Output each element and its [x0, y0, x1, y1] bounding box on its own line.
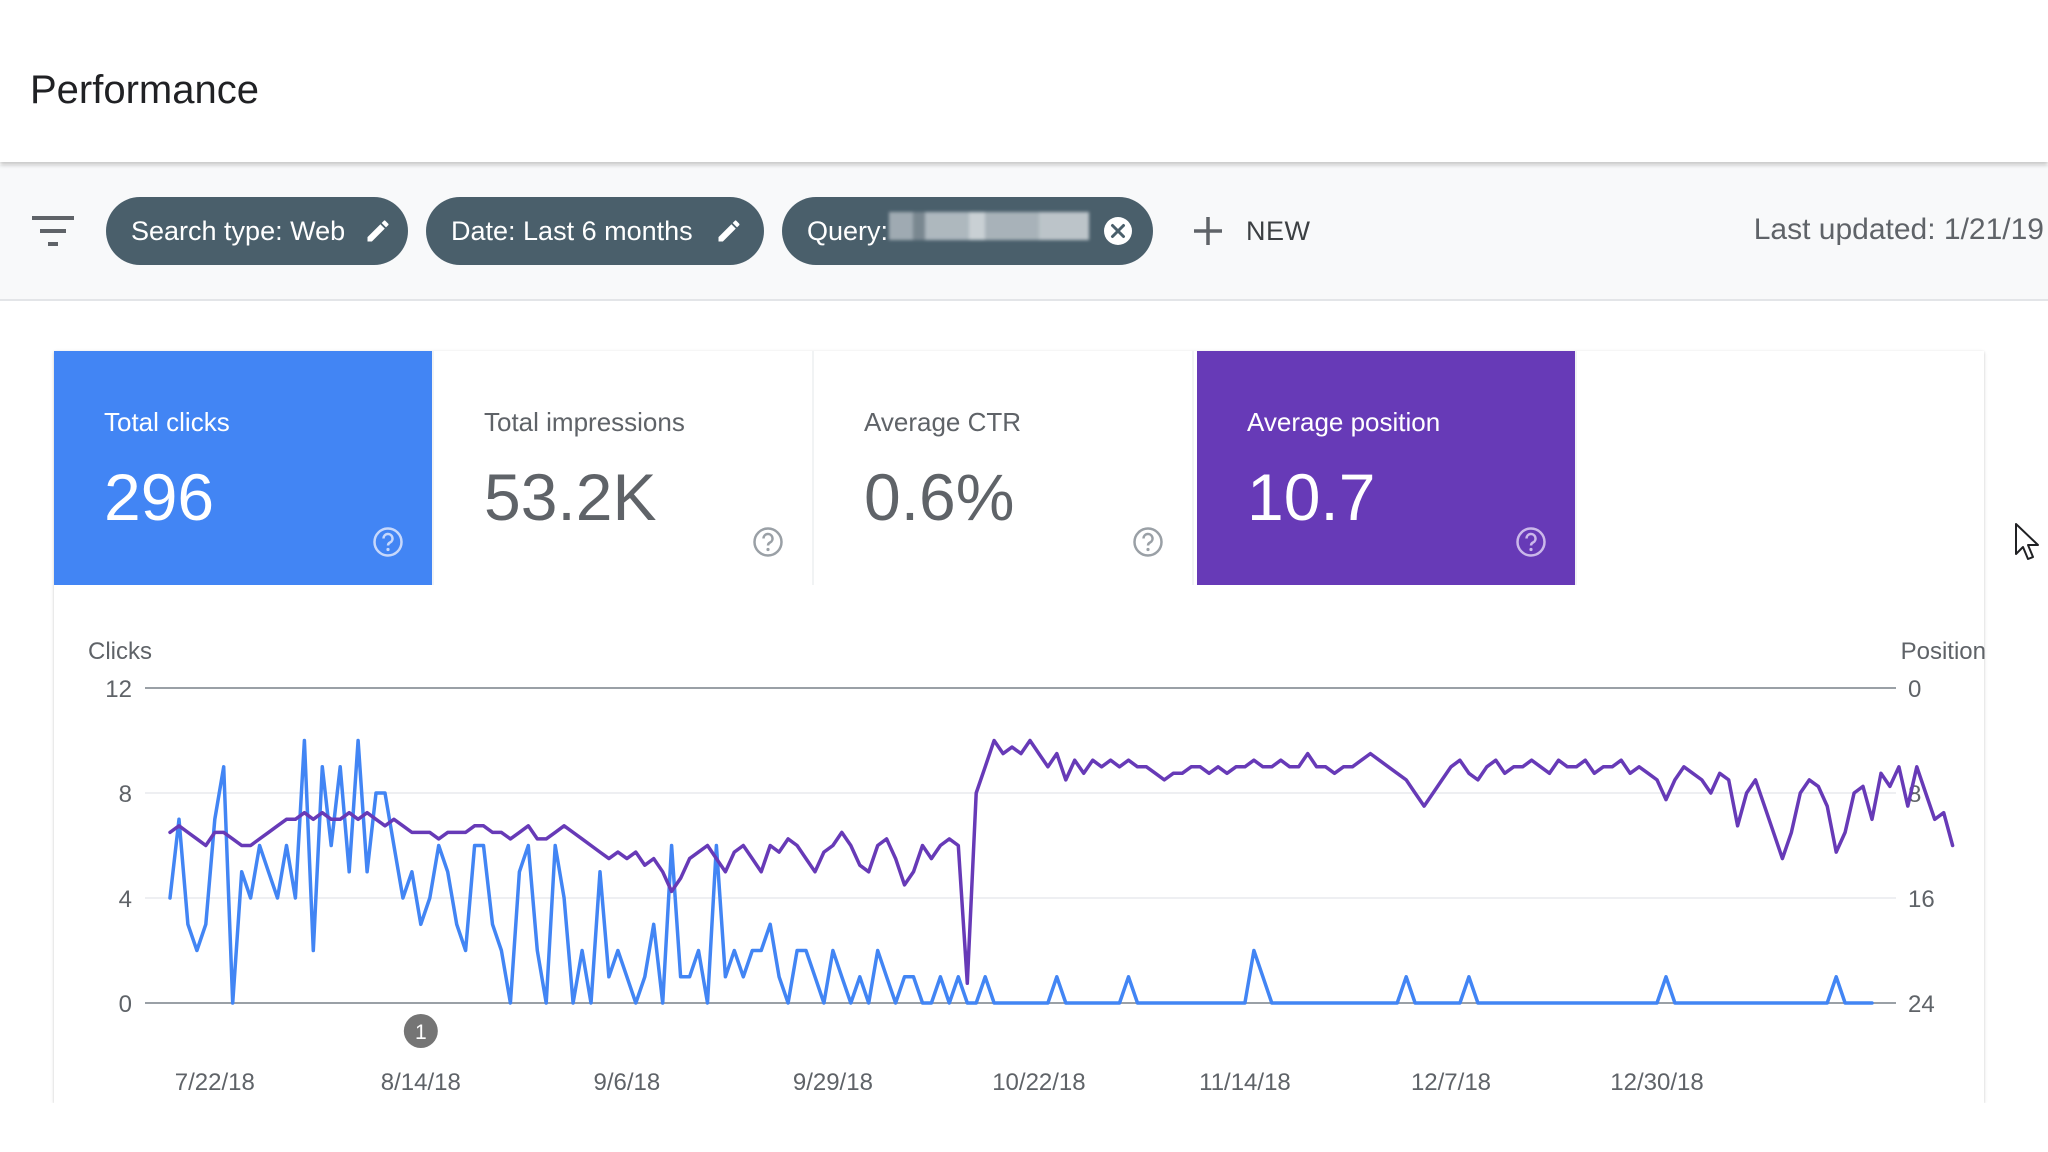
- chip-query-label: Query:: [807, 215, 889, 246]
- help-icon[interactable]: [752, 526, 784, 558]
- x-tick-label: 9/6/18: [593, 1069, 660, 1096]
- metric-average-ctr[interactable]: Average CTR 0.6%: [814, 351, 1194, 585]
- new-filter-label: NEW: [1246, 215, 1311, 246]
- page-title: Performance: [30, 68, 259, 112]
- help-icon[interactable]: [1132, 526, 1164, 558]
- right-tick-label: 0: [1908, 676, 1921, 703]
- annotation-marker: [403, 1014, 438, 1048]
- left-tick-label: 8: [119, 781, 132, 808]
- chip-date[interactable]: Date: Last 6 months: [426, 197, 764, 265]
- metric-label: Total clicks: [104, 407, 230, 437]
- help-icon[interactable]: [372, 526, 404, 558]
- metric-value: 296: [104, 460, 215, 534]
- series-line-position: [168, 738, 1955, 986]
- help-icon[interactable]: [1515, 526, 1547, 558]
- metric-value: 0.6%: [864, 460, 1015, 534]
- metric-value: 53.2K: [484, 460, 657, 534]
- query-value-redacted: [889, 212, 1089, 240]
- page-bottom-gutter: [0, 1103, 2048, 1152]
- left-tick-label: 4: [119, 886, 132, 913]
- x-tick-label: 9/29/18: [793, 1069, 873, 1096]
- chip-date-label: Date: Last 6 months: [451, 215, 693, 246]
- x-tick-label: 12/30/18: [1610, 1069, 1703, 1096]
- x-tick-label: 10/22/18: [992, 1069, 1085, 1096]
- chip-search-type[interactable]: Search type: Web: [106, 197, 408, 265]
- left-tick-label: 0: [119, 991, 132, 1018]
- new-filter-button[interactable]: NEW: [1190, 204, 1311, 258]
- metric-label: Average position: [1247, 407, 1441, 437]
- left-tick-label: 12: [105, 676, 132, 703]
- x-tick-label: 8/14/18: [381, 1069, 461, 1096]
- annotation-label: 1: [415, 1021, 427, 1044]
- edit-pencil-icon[interactable]: [364, 217, 392, 245]
- chip-search-type-label: Search type: Web: [131, 215, 346, 246]
- metric-total-impressions[interactable]: Total impressions 53.2K: [434, 351, 814, 585]
- x-tick-label: 11/14/18: [1199, 1069, 1291, 1096]
- metric-label: Average CTR: [864, 407, 1022, 437]
- right-tick-label: 16: [1908, 886, 1935, 913]
- metric-label: Total impressions: [484, 407, 685, 437]
- series-line-clicks: [168, 738, 1874, 1005]
- last-updated: Last updated: 1/21/19: [1753, 213, 2044, 246]
- mouse-cursor-icon: [2015, 523, 2039, 560]
- edit-pencil-icon[interactable]: [715, 217, 743, 245]
- metric-value: 10.7: [1247, 460, 1376, 534]
- x-tick-label: 7/22/18: [175, 1069, 255, 1096]
- x-tick-label: 12/7/18: [1411, 1069, 1491, 1096]
- filter-icon[interactable]: [32, 214, 74, 248]
- right-axis-title: Position: [1900, 638, 1986, 665]
- plus-icon: [1194, 217, 1222, 245]
- chip-query[interactable]: Query:: [782, 197, 1153, 265]
- page-header: Performance: [0, 0, 2048, 162]
- clear-filter-icon[interactable]: [1102, 215, 1134, 247]
- metric-average-position[interactable]: Average position 10.7: [1197, 351, 1577, 585]
- metric-total-clicks[interactable]: Total clicks 296: [54, 351, 434, 585]
- left-axis-title: Clicks: [88, 638, 152, 665]
- right-tick-label: 24: [1908, 991, 1935, 1018]
